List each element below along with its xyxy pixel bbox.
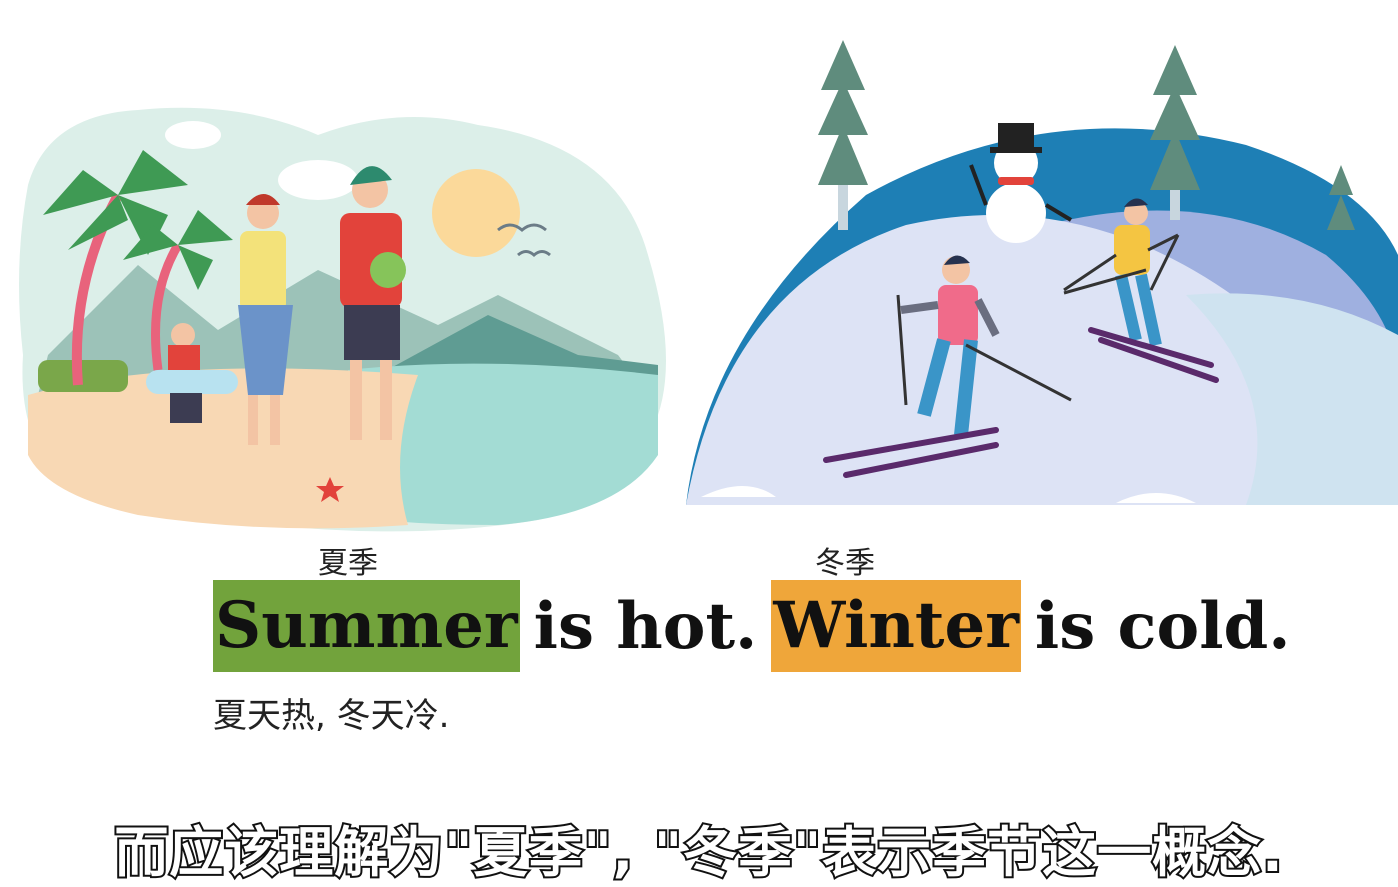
gloss-summer: 夏季 — [318, 546, 378, 581]
highlight-word-summer: Summer — [213, 580, 520, 672]
summer-beach-illustration — [19, 107, 666, 532]
sentence-part-is-cold: is cold. — [1034, 588, 1291, 664]
sentence-part-is-hot: is hot. — [533, 588, 758, 664]
english-sentence: Summer is hot. Winter is cold. — [213, 578, 1305, 674]
winter-skiing-illustration — [686, 40, 1398, 506]
gloss-winter: 冬季 — [815, 546, 875, 581]
chinese-translation: 夏天热, 冬天冷. — [213, 696, 450, 736]
video-subtitle: 而应该理解为"夏季", "冬季"表示季节这一概念. — [112, 819, 1284, 886]
highlight-word-winter: Winter — [771, 580, 1021, 672]
